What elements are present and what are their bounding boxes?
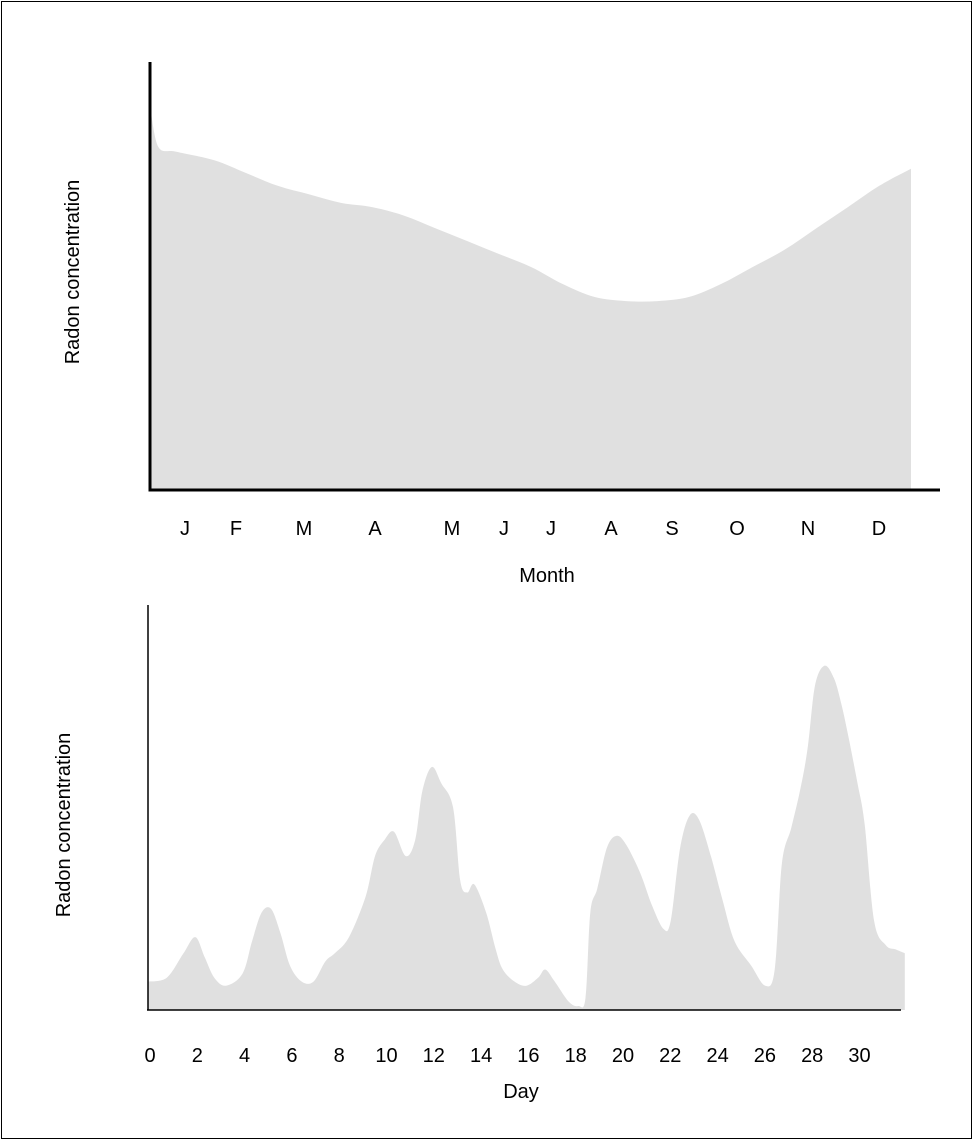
daily-x-tick-label: 6	[286, 1045, 297, 1067]
daily-radon-chart: 0 2 4 6 8 10 12 14 16 18 20 22 24 26 28 30 Day Radon co…	[53, 605, 905, 1103]
daily-series-area	[148, 665, 905, 1010]
monthly-series-area	[151, 113, 911, 489]
daily-x-tick-label: 8	[334, 1045, 345, 1067]
monthly-x-tick-label: J	[499, 518, 509, 540]
monthly-y-axis-label: Radon concentration	[62, 180, 84, 365]
daily-x-tick-label: 4	[239, 1045, 250, 1067]
daily-y-axis-label: Radon concentration	[53, 733, 75, 918]
daily-x-axis-label: Day	[503, 1081, 539, 1103]
daily-x-tick-label: 2	[192, 1045, 203, 1067]
monthly-x-tick-label: J	[546, 518, 556, 540]
daily-x-tick-label: 0	[144, 1045, 155, 1067]
monthly-x-tick-label: J	[180, 518, 190, 540]
monthly-x-tick-label: S	[665, 518, 678, 540]
monthly-x-tick-label: A	[604, 518, 618, 540]
daily-x-tick-label: 20	[612, 1045, 634, 1067]
daily-x-tick-labels: 0 2 4 6 8 10 12 14 16 18 20 22 24 26 28 30	[144, 1045, 870, 1067]
daily-x-tick-label: 28	[801, 1045, 823, 1067]
daily-x-tick-label: 18	[565, 1045, 587, 1067]
monthly-radon-chart: J F M A M J J A S O N D Month Radon concentration	[62, 62, 940, 587]
daily-x-tick-label: 10	[375, 1045, 397, 1067]
monthly-x-tick-label: M	[296, 518, 313, 540]
monthly-x-tick-label: N	[801, 518, 815, 540]
monthly-x-tick-label: D	[872, 518, 886, 540]
monthly-x-tick-label: A	[368, 518, 382, 540]
monthly-x-axis-label: Month	[519, 565, 575, 587]
daily-x-tick-label: 30	[848, 1045, 870, 1067]
daily-x-tick-label: 16	[517, 1045, 539, 1067]
monthly-x-tick-label: O	[729, 518, 745, 540]
daily-x-tick-label: 14	[470, 1045, 492, 1067]
daily-x-tick-label: 12	[423, 1045, 445, 1067]
daily-x-tick-label: 24	[706, 1045, 728, 1067]
monthly-x-tick-label: M	[444, 518, 461, 540]
daily-x-tick-label: 26	[754, 1045, 776, 1067]
daily-x-tick-label: 22	[659, 1045, 681, 1067]
monthly-x-tick-label: F	[230, 518, 242, 540]
